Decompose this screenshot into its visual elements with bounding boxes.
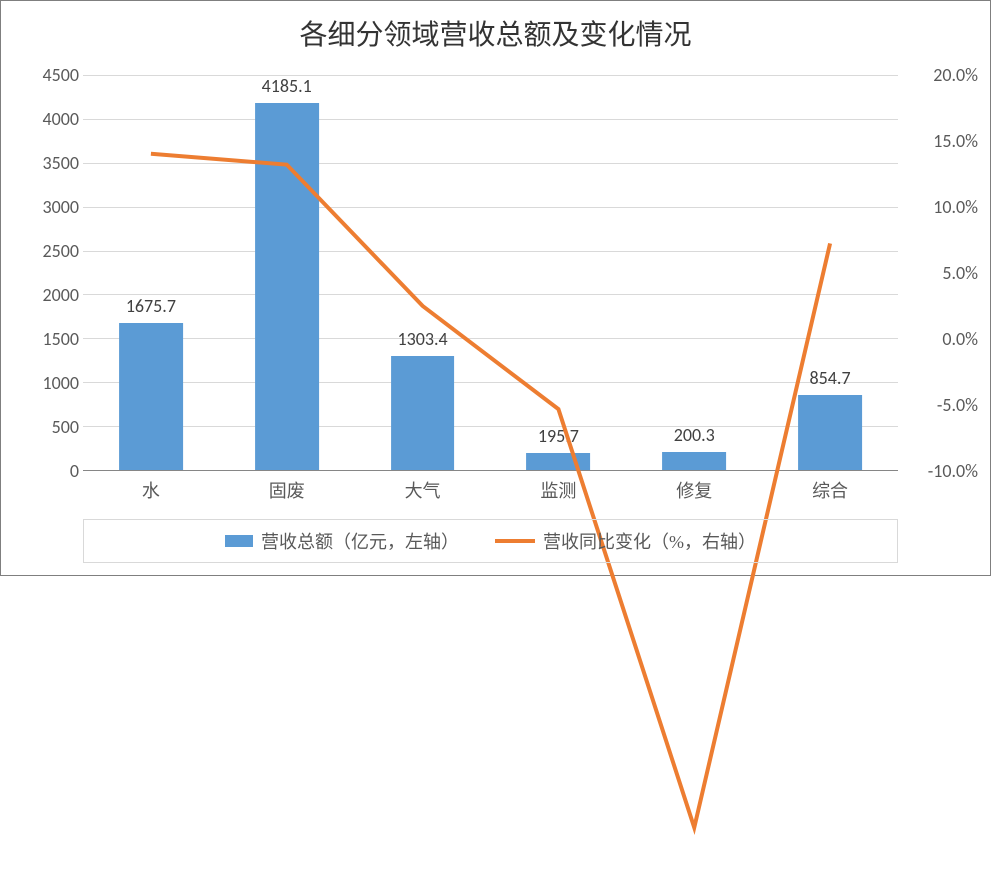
legend-line-swatch	[495, 539, 535, 543]
legend-line-label: 营收同比变化（%，右轴）	[543, 528, 756, 554]
y-left-tick: 3000	[9, 196, 79, 218]
legend-bar-swatch	[225, 535, 253, 547]
chart-frame: 各细分领域营收总额及变化情况 0500100015002000250030003…	[0, 0, 991, 576]
y-left-tick: 2500	[9, 240, 79, 262]
y-right-tick: 15.0%	[908, 130, 978, 152]
x-tick-label: 水	[83, 477, 219, 503]
x-tick-label: 综合	[762, 477, 898, 503]
y-right-tick: 0.0%	[908, 328, 978, 350]
x-tick-label: 监测	[491, 477, 627, 503]
y-right-tick: -10.0%	[908, 460, 978, 482]
legend: 营收总额（亿元，左轴） 营收同比变化（%，右轴）	[83, 519, 898, 563]
y-left-tick: 0	[9, 460, 79, 482]
legend-item-bar: 营收总额（亿元，左轴）	[225, 528, 459, 554]
y-axis-left: 050010001500200025003000350040004500	[9, 75, 79, 471]
plot-area: 1675.74185.11303.4195.7200.3854.7	[83, 75, 898, 471]
legend-bar-label: 营收总额（亿元，左轴）	[261, 528, 459, 554]
y-left-tick: 1000	[9, 372, 79, 394]
y-axis-right: -10.0%-5.0%0.0%5.0%10.0%15.0%20.0%	[908, 75, 978, 471]
y-left-tick: 4000	[9, 108, 79, 130]
y-left-tick: 500	[9, 416, 79, 438]
y-right-tick: -5.0%	[908, 394, 978, 416]
legend-item-line: 营收同比变化（%，右轴）	[495, 528, 756, 554]
x-tick-label: 修复	[626, 477, 762, 503]
x-tick-label: 大气	[355, 477, 491, 503]
y-left-tick: 3500	[9, 152, 79, 174]
y-right-tick: 10.0%	[908, 196, 978, 218]
x-tick-label: 固废	[219, 477, 355, 503]
y-right-tick: 20.0%	[908, 64, 978, 86]
x-axis: 水固废大气监测修复综合	[83, 477, 898, 507]
y-left-tick: 4500	[9, 64, 79, 86]
y-left-tick: 1500	[9, 328, 79, 350]
y-right-tick: 5.0%	[908, 262, 978, 284]
chart-title: 各细分领域营收总额及变化情况	[1, 1, 990, 53]
